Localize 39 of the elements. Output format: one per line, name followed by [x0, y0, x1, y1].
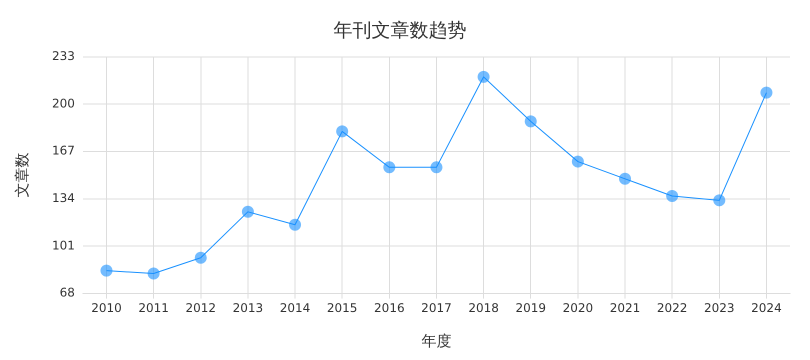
x-tick-label: 2024: [751, 300, 782, 315]
point: [383, 161, 396, 174]
point: [148, 268, 160, 280]
point: [336, 125, 348, 138]
x-tick-label: 2013: [232, 300, 264, 315]
x-tick-label: 2012: [185, 300, 216, 315]
point: [289, 218, 302, 231]
x-tick-label: 2016: [374, 300, 405, 315]
x-tick-label: 2022: [656, 300, 688, 315]
x-tick-label: 2018: [468, 300, 499, 315]
y-tick-label: 134: [52, 191, 75, 206]
point: [478, 70, 490, 83]
x-tick-label: 2015: [326, 300, 358, 315]
point: [572, 156, 584, 168]
x-axis-title: 年度: [421, 332, 452, 350]
x-tick-label: 2019: [515, 300, 546, 315]
y-tick-label: 233: [52, 48, 75, 63]
y-axis-title: 文章数: [12, 152, 31, 198]
x-tick-label: 2023: [704, 300, 735, 315]
point: [194, 252, 207, 264]
point: [713, 194, 726, 206]
x-tick-label: 2020: [562, 300, 594, 315]
point: [760, 86, 772, 99]
point: [619, 172, 632, 185]
x-tick-label: 2011: [138, 300, 169, 315]
point: [242, 206, 254, 218]
point: [430, 161, 442, 174]
chart-title: 年刊文章数趋势: [334, 19, 466, 42]
y-tick-label: 167: [52, 144, 75, 158]
x-tick-label: 2017: [421, 300, 452, 315]
x-tick-label: 2014: [280, 300, 310, 315]
point: [524, 115, 537, 128]
point: [666, 190, 678, 202]
point: [100, 264, 112, 277]
x-tick-label: 2010: [91, 300, 122, 315]
x-tick-label: 2021: [610, 300, 640, 315]
y-tick-label: 200: [52, 96, 75, 110]
y-tick-label: 68: [60, 286, 75, 300]
y-tick-label: 101: [52, 238, 75, 252]
